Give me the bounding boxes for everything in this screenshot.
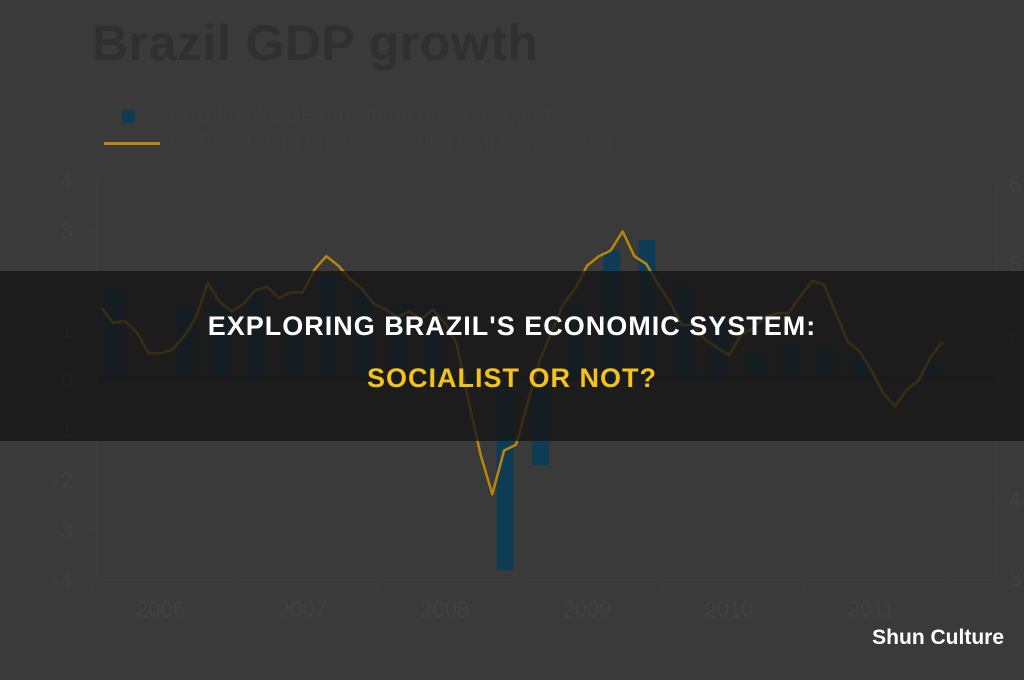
legend-line-swatch	[104, 142, 160, 145]
left-tick-label: 4	[61, 168, 73, 193]
x-tick-label: 2006	[136, 597, 185, 622]
x-tick-label: 2007	[278, 597, 327, 622]
x-tick-label: 2010	[705, 597, 754, 622]
banner-subheadline: SOCIALIST OR NOT?	[367, 363, 657, 393]
x-tick-label: 2009	[562, 597, 611, 622]
right-tick-label: 5	[1009, 251, 1021, 276]
banner-headline: EXPLORING BRAZIL'S ECONOMIC SYSTEM:	[207, 311, 817, 341]
left-tick-label: -2	[53, 468, 73, 493]
chart-title: Brazil GDP growth	[92, 15, 539, 71]
x-tick-label: 2011	[848, 597, 895, 622]
legend-line-label: HSBC/MARKIT manufacturing PMI (right-sca…	[170, 131, 612, 154]
credit-note: Reuters graphic/Scott Barber 3/9/	[732, 650, 1000, 670]
x-tick-label: 2008	[420, 597, 469, 622]
left-tick-label: -4	[53, 568, 73, 593]
brand-logo: Shun Culture	[872, 626, 1004, 649]
legend-bar-label: Brazil real GDP growth on previous quart…	[170, 104, 608, 127]
left-tick-label: -3	[53, 518, 73, 543]
right-tick-label: 6	[1009, 172, 1021, 197]
source-note: Source: Thomson Reuters Datastream	[94, 654, 419, 675]
left-tick-label: 3	[61, 218, 73, 243]
right-tick-label: 4	[1009, 487, 1021, 512]
right-tick-label: 3	[1009, 566, 1021, 591]
title-banner: EXPLORING BRAZIL'S ECONOMIC SYSTEM: SOCI…	[0, 271, 1024, 441]
legend-bar-swatch	[122, 110, 135, 123]
